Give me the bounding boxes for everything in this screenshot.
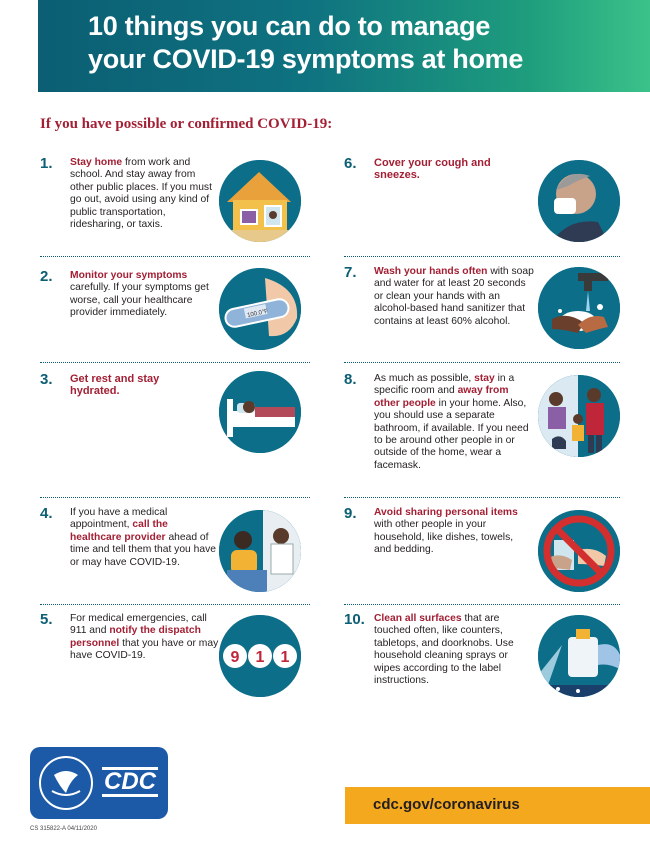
item-number: 8. [344, 371, 357, 388]
item-number: 2. [40, 268, 53, 285]
item-text: Wash your hands often with soap and wate… [374, 266, 534, 327]
sneeze-icon [538, 160, 620, 242]
subtitle: If you have possible or confirmed COVID-… [40, 116, 333, 132]
bed-icon [219, 371, 301, 453]
page-title: 10 things you can do to manage your COVI… [88, 11, 524, 74]
divider [40, 497, 310, 498]
item-text: Get rest and stay hydrated. [70, 373, 160, 398]
svg-text:1: 1 [281, 649, 290, 666]
divider [40, 604, 310, 605]
divider [344, 256, 620, 257]
item-number: 3. [40, 371, 53, 388]
item-text: Clean all surfaces that are touched ofte… [374, 613, 514, 687]
svg-text:9: 9 [231, 649, 240, 666]
911-icon: 9 1 1 [219, 615, 301, 697]
family-icon [538, 375, 620, 457]
document-number: CS 315822-A 04/11/2020 [30, 826, 97, 832]
item-text: For medical emergencies, call 911 and no… [70, 613, 219, 662]
spray-icon [538, 615, 620, 697]
hhs-seal-icon [39, 756, 93, 810]
item-number: 9. [344, 505, 357, 522]
item-text: Monitor your symptoms carefully. If your… [70, 270, 209, 319]
no-sharing-icon [538, 510, 620, 592]
item-text: Stay home from work and school. And stay… [70, 157, 212, 231]
url-banner: cdc.gov/coronavirus [345, 787, 650, 824]
cdc-logo-text: CDC [102, 767, 158, 797]
hhs-cdc-logo: CDC [30, 747, 168, 819]
divider [40, 362, 310, 363]
svg-text:1: 1 [256, 649, 265, 666]
website-url[interactable]: cdc.gov/coronavirus [373, 796, 520, 813]
item-number: 7. [344, 264, 357, 281]
header-banner: 10 things you can do to manage your COVI… [38, 0, 650, 92]
item-text: If you have a medical appointment, call … [70, 507, 216, 568]
item-number: 10. [344, 611, 365, 628]
divider [344, 362, 620, 363]
item-text: Avoid sharing personal items with other … [374, 507, 518, 556]
thermometer-icon: 100.0°F [219, 268, 301, 350]
item-number: 4. [40, 505, 53, 522]
svg-text:100.0°F: 100.0°F [247, 309, 269, 319]
item-number: 6. [344, 155, 357, 172]
phone-call-icon [219, 510, 301, 592]
item-text: Cover your cough and sneezes. [374, 157, 491, 182]
item-number: 1. [40, 155, 53, 172]
house-icon [219, 160, 301, 242]
item-number: 5. [40, 611, 53, 628]
item-text: As much as possible, stay in a specific … [374, 373, 529, 471]
handwash-icon [538, 267, 620, 349]
divider [344, 604, 620, 605]
divider [40, 256, 310, 257]
divider [344, 497, 620, 498]
